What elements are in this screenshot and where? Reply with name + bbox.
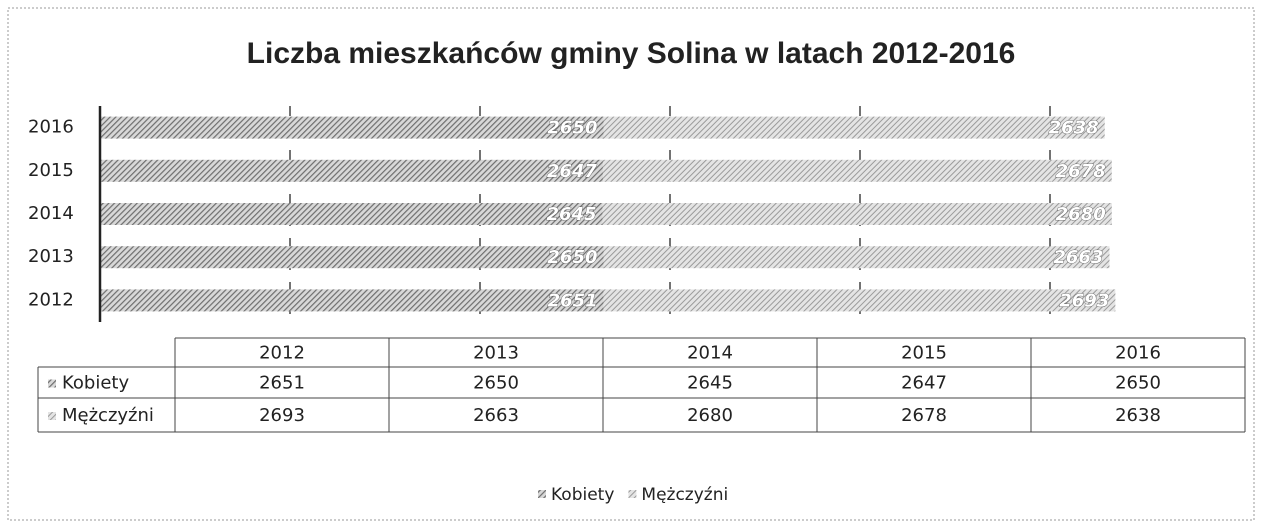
bar bbox=[602, 159, 1112, 182]
bar bbox=[100, 246, 604, 269]
data-label: 2645 bbox=[546, 204, 596, 225]
table-header: 2015 bbox=[901, 343, 947, 364]
data-label: 2638 bbox=[1049, 118, 1099, 139]
y-tick-label: 2016 bbox=[28, 117, 74, 138]
table-row-label: Kobiety bbox=[62, 373, 129, 394]
table-row-label: Mężczyźni bbox=[62, 405, 154, 426]
data-label: 2650 bbox=[547, 118, 597, 139]
table-cell: 2647 bbox=[901, 373, 947, 394]
table-cell: 2638 bbox=[1115, 405, 1161, 426]
bar bbox=[100, 116, 604, 139]
y-tick-label: 2014 bbox=[28, 203, 74, 224]
table-cell: 2651 bbox=[259, 373, 305, 394]
bar bbox=[603, 116, 1105, 139]
data-label: 2647 bbox=[547, 161, 598, 182]
table-cell: 2663 bbox=[473, 405, 519, 426]
data-label: 2680 bbox=[1056, 204, 1106, 225]
table-cell: 2650 bbox=[1115, 373, 1161, 394]
legend-swatch bbox=[538, 490, 546, 498]
table-cell: 2678 bbox=[901, 405, 947, 426]
legend-swatch bbox=[628, 490, 637, 498]
data-label: 2651 bbox=[548, 290, 598, 311]
table-key bbox=[48, 379, 56, 388]
data-label: 2650 bbox=[547, 247, 597, 268]
table-cell: 2650 bbox=[473, 373, 519, 394]
data-label: 2678 bbox=[1056, 161, 1106, 182]
bar bbox=[100, 159, 603, 182]
table-cell: 2680 bbox=[687, 405, 733, 426]
data-label: 2693 bbox=[1059, 290, 1109, 311]
y-tick-label: 2012 bbox=[28, 289, 74, 310]
legend-label: Mężczyźni bbox=[641, 485, 728, 505]
bar bbox=[100, 289, 604, 312]
bar bbox=[602, 203, 1112, 225]
bar bbox=[100, 203, 603, 225]
table-header: 2016 bbox=[1115, 343, 1161, 364]
table-header: 2014 bbox=[687, 343, 733, 364]
table-header: 2013 bbox=[473, 343, 519, 364]
table-header: 2012 bbox=[259, 343, 305, 364]
bar bbox=[603, 246, 1110, 269]
y-tick-label: 2013 bbox=[28, 246, 74, 267]
table-cell: 2645 bbox=[687, 373, 733, 394]
table-key bbox=[48, 412, 56, 420]
bar bbox=[603, 289, 1116, 312]
table-cell: 2693 bbox=[259, 405, 305, 426]
y-tick-label: 2015 bbox=[28, 160, 74, 181]
legend-label: Kobiety bbox=[551, 485, 614, 505]
chart-title: Liczba mieszkańców gminy Solina w latach… bbox=[247, 37, 1016, 70]
chart-border bbox=[7, 7, 1255, 521]
data-label: 2663 bbox=[1053, 247, 1103, 268]
